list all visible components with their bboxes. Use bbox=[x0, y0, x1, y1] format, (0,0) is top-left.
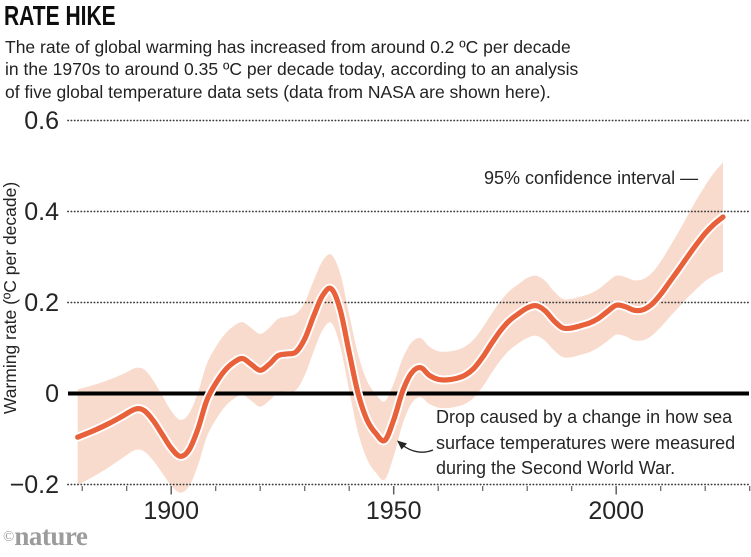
confidence-interval-label: 95% confidence interval — bbox=[484, 168, 699, 188]
figure-title: RATE HIKE bbox=[4, 0, 116, 31]
copyright-symbol: © bbox=[3, 529, 15, 545]
annotation-arrow bbox=[402, 444, 434, 453]
drop-annotation: Drop caused by a change in how sea surfa… bbox=[436, 405, 735, 482]
subtitle-line: The rate of global warming has increased… bbox=[5, 37, 571, 57]
y-tick-label: 0 bbox=[45, 380, 59, 408]
figure-subtitle: The rate of global warming has increased… bbox=[5, 36, 578, 103]
subtitle-line: in the 1970s to around 0.35 ºC per decad… bbox=[5, 59, 579, 80]
x-tick-label: 2000 bbox=[588, 497, 644, 525]
y-axis-title: Warming rate (ºC per decade) bbox=[0, 182, 20, 414]
drop-annotation-line: surface temperatures were measured bbox=[436, 432, 736, 453]
annotation-arrowhead bbox=[397, 440, 407, 450]
nature-wordmark: nature bbox=[14, 521, 88, 551]
drop-annotation-line: Drop caused by a change in how sea bbox=[436, 407, 733, 427]
x-tick-label: 1900 bbox=[143, 497, 199, 525]
nature-logo: ©nature bbox=[3, 521, 88, 552]
trend-line bbox=[75, 214, 726, 459]
x-tick-label: 1950 bbox=[366, 497, 422, 525]
subtitle-line: of five global temperature data sets (da… bbox=[5, 81, 551, 102]
y-tick-label: 0.2 bbox=[24, 289, 59, 317]
drop-annotation-line: during the Second World War. bbox=[436, 458, 676, 479]
y-tick-label: 0.4 bbox=[24, 198, 59, 226]
confidence-band bbox=[77, 162, 723, 493]
y-tick-label: 0.6 bbox=[24, 107, 59, 135]
y-tick-label: −0.2 bbox=[10, 471, 59, 499]
